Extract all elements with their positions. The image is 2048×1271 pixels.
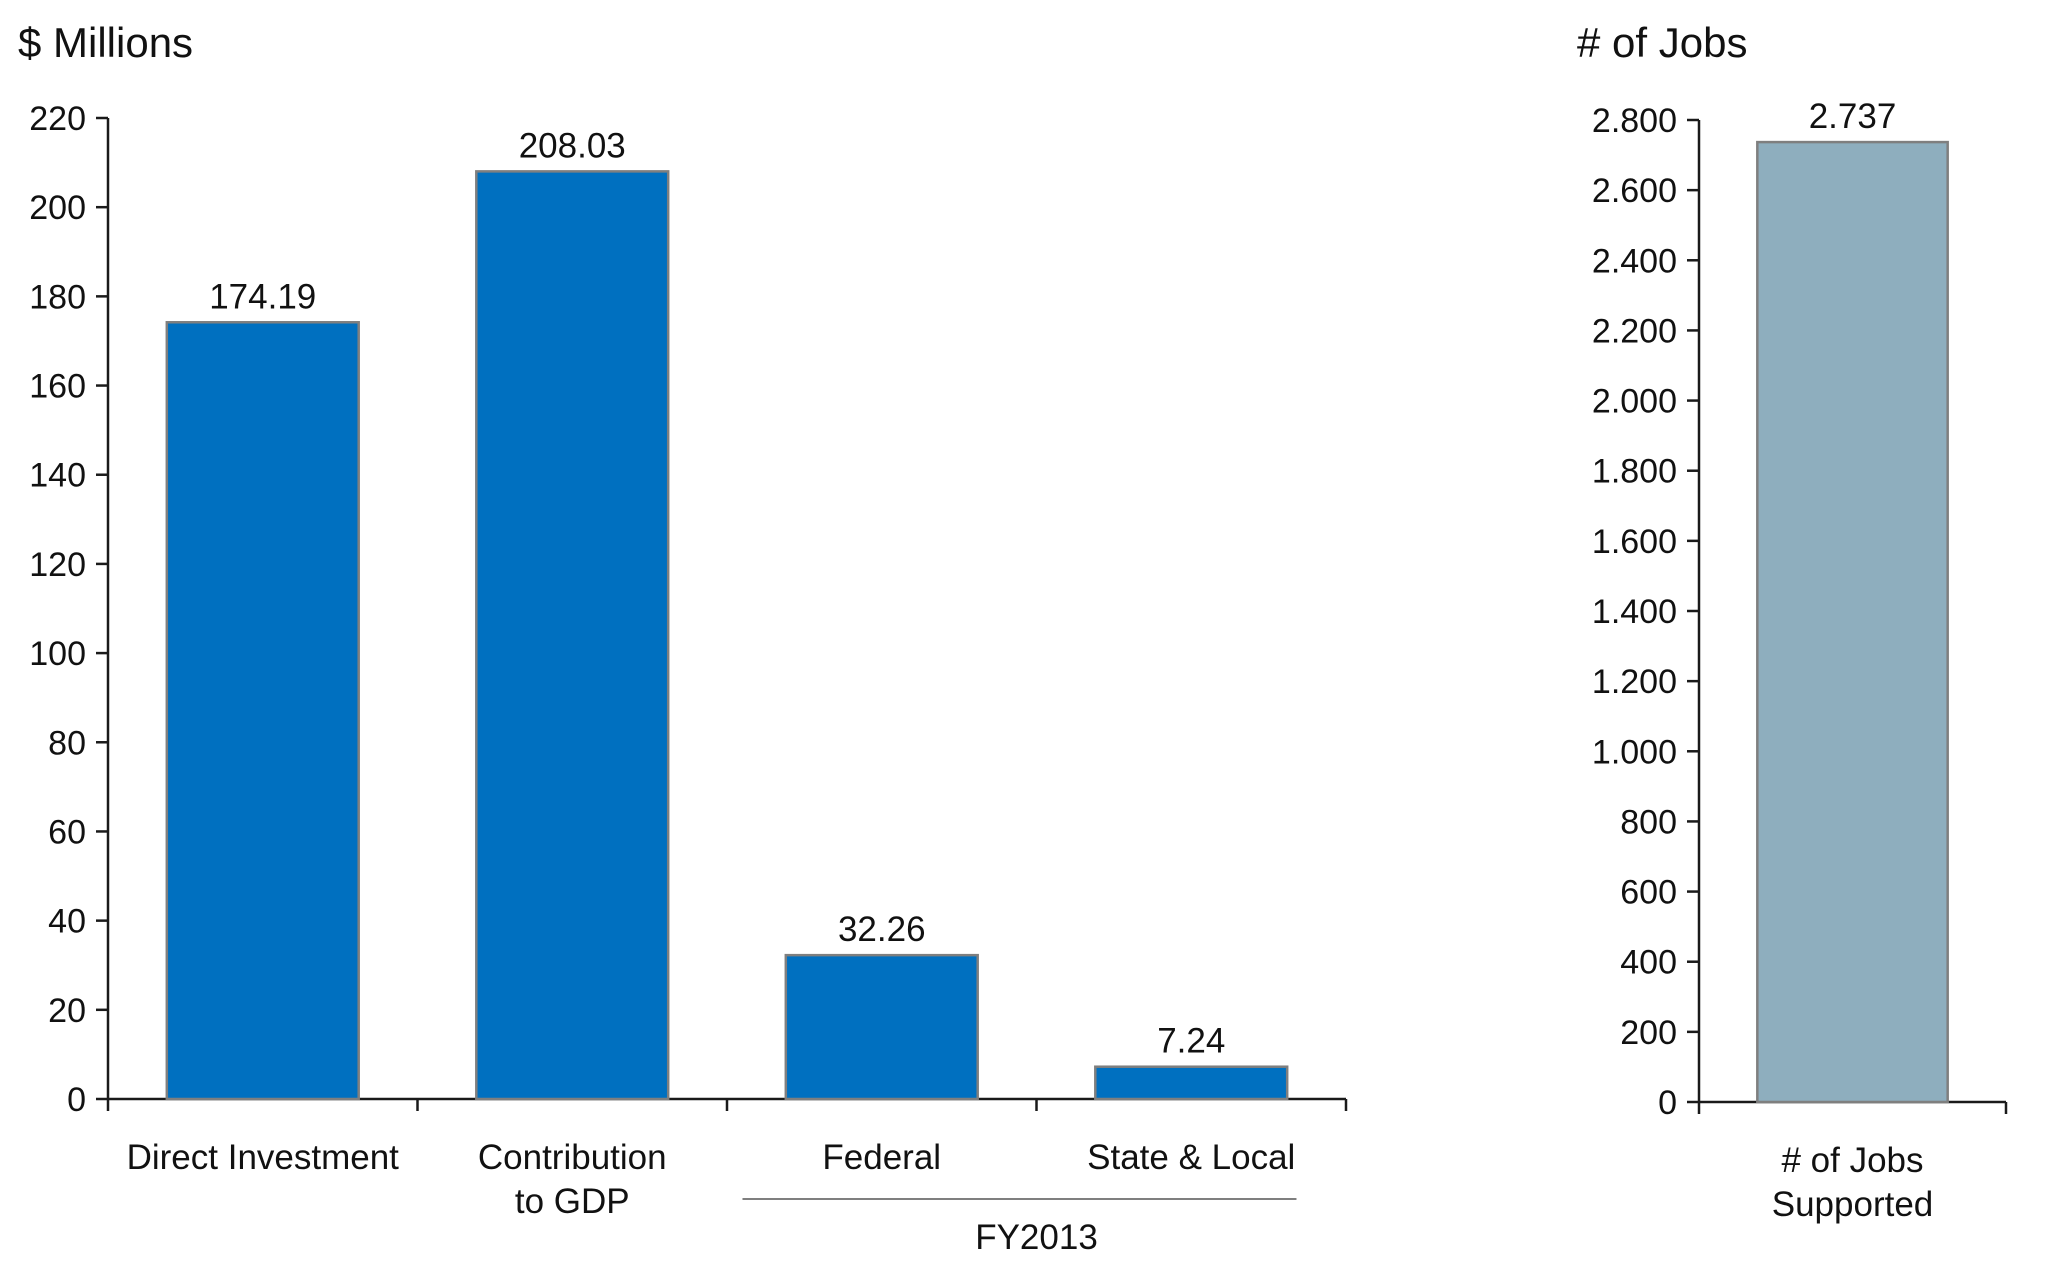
right-y-tick-label: 400 — [1620, 944, 1677, 982]
left-y-tick-label: 20 — [48, 992, 86, 1030]
left-y-tick-label: 220 — [29, 100, 86, 138]
right-y-tick-label: 1.600 — [1592, 523, 1677, 561]
left-bar — [784, 953, 979, 1101]
right-y-tick-label: 2.800 — [1592, 102, 1677, 140]
left-bar — [1094, 1065, 1289, 1101]
left-y-tick-label: 120 — [29, 546, 86, 584]
right-y-tick-label: 600 — [1620, 874, 1677, 912]
right-y-tick-label: 200 — [1620, 1014, 1677, 1052]
left-y-tick-label: 200 — [29, 189, 86, 227]
right-y-tick-label: 1.200 — [1592, 663, 1677, 701]
right-y-tick-label: 800 — [1620, 803, 1677, 841]
left-y-tick-label: 100 — [29, 635, 86, 673]
left-y-tick-label: 140 — [29, 457, 86, 495]
left-y-tick-label: 60 — [48, 813, 86, 851]
left-bar — [165, 321, 360, 1101]
right-y-tick-label: 2.400 — [1592, 242, 1677, 280]
right-category-label: Supported — [1772, 1185, 1934, 1224]
left-y-axis-title: $ Millions — [18, 19, 193, 66]
left-chart-panel: $ Millions 0 20 40 60 80 100 120 140 160 180 200 22… — [18, 19, 1348, 1257]
left-y-tick-label: 160 — [29, 368, 86, 406]
left-category-label: Federal — [822, 1138, 941, 1177]
left-category-label: State & Local — [1087, 1138, 1295, 1177]
left-category-label: Direct Investment — [127, 1138, 400, 1177]
right-category-label: # of Jobs — [1781, 1141, 1923, 1180]
left-value-label: 7.24 — [1157, 1022, 1225, 1061]
left-bar — [475, 170, 670, 1101]
right-value-label: 2.737 — [1809, 97, 1897, 136]
left-value-label: 32.26 — [838, 910, 926, 949]
right-y-axis-title: # of Jobs — [1577, 19, 1747, 66]
left-y-tick-label: 40 — [48, 903, 86, 941]
right-y-tick-label: 0 — [1658, 1084, 1677, 1122]
right-bar — [1756, 140, 1949, 1104]
right-y-tick-label: 1.800 — [1592, 453, 1677, 491]
left-category-label: to GDP — [515, 1182, 630, 1221]
right-chart-panel: # of Jobs 0 200 400 600 800 1.000 1.200 1.400 1.… — [1577, 19, 2008, 1224]
left-y-tick-label: 80 — [48, 724, 86, 762]
left-category-label: Contribution — [478, 1138, 667, 1177]
left-value-label: 208.03 — [519, 126, 626, 165]
right-y-tick-label: 1.400 — [1592, 593, 1677, 631]
left-y-tick-label: 0 — [67, 1081, 86, 1119]
right-y-tick-label: 2.200 — [1592, 312, 1677, 350]
left-group-label: FY2013 — [975, 1218, 1098, 1257]
right-y-tick-label: 2.600 — [1592, 172, 1677, 210]
left-y-tick-label: 180 — [29, 278, 86, 316]
left-value-label: 174.19 — [209, 277, 316, 316]
right-y-tick-label: 2.000 — [1592, 383, 1677, 421]
right-y-tick-label: 1.000 — [1592, 733, 1677, 771]
